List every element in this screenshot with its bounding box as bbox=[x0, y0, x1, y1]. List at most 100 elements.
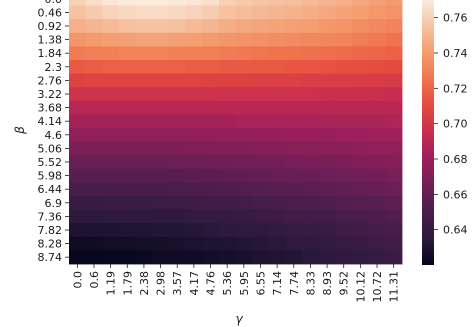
heatmap-cell bbox=[218, 209, 236, 224]
heatmap-cell bbox=[335, 128, 353, 142]
heatmap-cell bbox=[152, 60, 170, 74]
heatmap-cell bbox=[352, 100, 370, 115]
heatmap-cell bbox=[85, 0, 103, 6]
heatmap-cell bbox=[118, 19, 136, 34]
heatmap-cell bbox=[168, 196, 186, 210]
x-tick-label: 1.79 bbox=[121, 271, 134, 296]
heatmap-cell bbox=[168, 60, 186, 74]
heatmap-cell bbox=[102, 128, 120, 142]
x-tick-label: 3.57 bbox=[171, 271, 184, 296]
heatmap-cell bbox=[85, 100, 103, 115]
heatmap-cell bbox=[252, 0, 270, 6]
heatmap-cell bbox=[218, 0, 236, 6]
heatmap-cell bbox=[352, 73, 370, 88]
heatmap-cell bbox=[118, 182, 136, 197]
y-tick-label: 2.3 bbox=[45, 61, 63, 74]
heatmap-cell bbox=[69, 19, 87, 34]
heatmap-cell bbox=[152, 196, 170, 210]
heatmap-cell bbox=[335, 73, 353, 88]
heatmap-cell bbox=[285, 250, 303, 265]
heatmap-cell bbox=[135, 60, 153, 74]
heatmap-cell bbox=[385, 19, 403, 34]
heatmap-cell bbox=[268, 46, 286, 61]
heatmap-cell bbox=[252, 155, 270, 170]
heatmap-cell bbox=[102, 141, 120, 156]
heatmap-cell bbox=[252, 100, 270, 115]
heatmap-cell bbox=[385, 141, 403, 156]
heatmap-cell bbox=[385, 46, 403, 61]
heatmap-cell bbox=[118, 60, 136, 74]
heatmap-cell bbox=[202, 32, 220, 47]
y-tick-label: 4.14 bbox=[38, 115, 63, 128]
heatmap-cell bbox=[218, 100, 236, 115]
heatmap-cell bbox=[152, 141, 170, 156]
heatmap-cell bbox=[202, 60, 220, 74]
heatmap-cell bbox=[352, 46, 370, 61]
heatmap-cell bbox=[185, 196, 203, 210]
heatmap-cell bbox=[135, 182, 153, 197]
heatmap-cell bbox=[368, 32, 386, 47]
colorbar-tick-label: 0.72 bbox=[443, 82, 468, 95]
heatmap-cell bbox=[69, 0, 87, 6]
heatmap-cell bbox=[135, 250, 153, 265]
heatmap-cell bbox=[252, 223, 270, 238]
heatmap-cell bbox=[352, 182, 370, 197]
heatmap-cell bbox=[385, 182, 403, 197]
heatmap-cell bbox=[302, 87, 320, 102]
heatmap-cell bbox=[285, 155, 303, 170]
heatmap-cell bbox=[202, 128, 220, 142]
heatmap-cell bbox=[85, 223, 103, 238]
heatmap-cell bbox=[268, 128, 286, 142]
heatmap-cell bbox=[102, 0, 120, 6]
heatmap-cell bbox=[318, 250, 336, 265]
heatmap-cell bbox=[285, 0, 303, 6]
heatmap-cell bbox=[168, 5, 186, 20]
colorbar-tick-label: 0.68 bbox=[443, 153, 468, 166]
heatmap-cell bbox=[168, 87, 186, 102]
heatmap-cell bbox=[85, 32, 103, 47]
heatmap-cell bbox=[252, 209, 270, 224]
heatmap-cell bbox=[185, 60, 203, 74]
heatmap-cell bbox=[69, 114, 87, 129]
heatmap-cell bbox=[185, 114, 203, 129]
heatmap-cell bbox=[335, 155, 353, 170]
x-tick-label: 9.52 bbox=[338, 271, 351, 296]
heatmap-cell bbox=[69, 32, 87, 47]
heatmap-cell bbox=[368, 155, 386, 170]
heatmap-cell bbox=[69, 223, 87, 238]
heatmap-cell bbox=[135, 168, 153, 183]
heatmap-cell bbox=[268, 32, 286, 47]
colorbar-tick-label: 0.70 bbox=[443, 118, 468, 131]
heatmap-cell bbox=[352, 32, 370, 47]
heatmap-cell bbox=[285, 128, 303, 142]
heatmap-cell bbox=[118, 250, 136, 265]
heatmap-cell bbox=[285, 5, 303, 20]
heatmap-cell bbox=[252, 168, 270, 183]
heatmap-cell bbox=[102, 87, 120, 102]
heatmap-cell bbox=[368, 128, 386, 142]
heatmap-cell bbox=[185, 236, 203, 251]
heatmap-cell bbox=[335, 236, 353, 251]
heatmap-cell bbox=[302, 32, 320, 47]
heatmap-cell bbox=[218, 73, 236, 88]
y-tick-label: 0.92 bbox=[38, 20, 63, 33]
heatmap-cell bbox=[268, 155, 286, 170]
heatmap-cell bbox=[352, 114, 370, 129]
heatmap-cell bbox=[185, 87, 203, 102]
heatmap-cell bbox=[102, 250, 120, 265]
x-tick-label: 5.36 bbox=[221, 271, 234, 296]
heatmap-cell bbox=[118, 100, 136, 115]
heatmap-cell bbox=[168, 0, 186, 6]
heatmap-cell bbox=[335, 168, 353, 183]
heatmap-cell bbox=[252, 236, 270, 251]
heatmap-cell bbox=[202, 223, 220, 238]
heatmap-cell bbox=[85, 46, 103, 61]
heatmap-cell bbox=[218, 46, 236, 61]
heatmap-cell bbox=[318, 168, 336, 183]
heatmap-cell bbox=[335, 196, 353, 210]
heatmap-cell bbox=[135, 114, 153, 129]
heatmap-cell bbox=[69, 141, 87, 156]
heatmap-cell bbox=[335, 46, 353, 61]
heatmap-cell bbox=[335, 60, 353, 74]
x-tick-label: 11.31 bbox=[388, 271, 401, 303]
